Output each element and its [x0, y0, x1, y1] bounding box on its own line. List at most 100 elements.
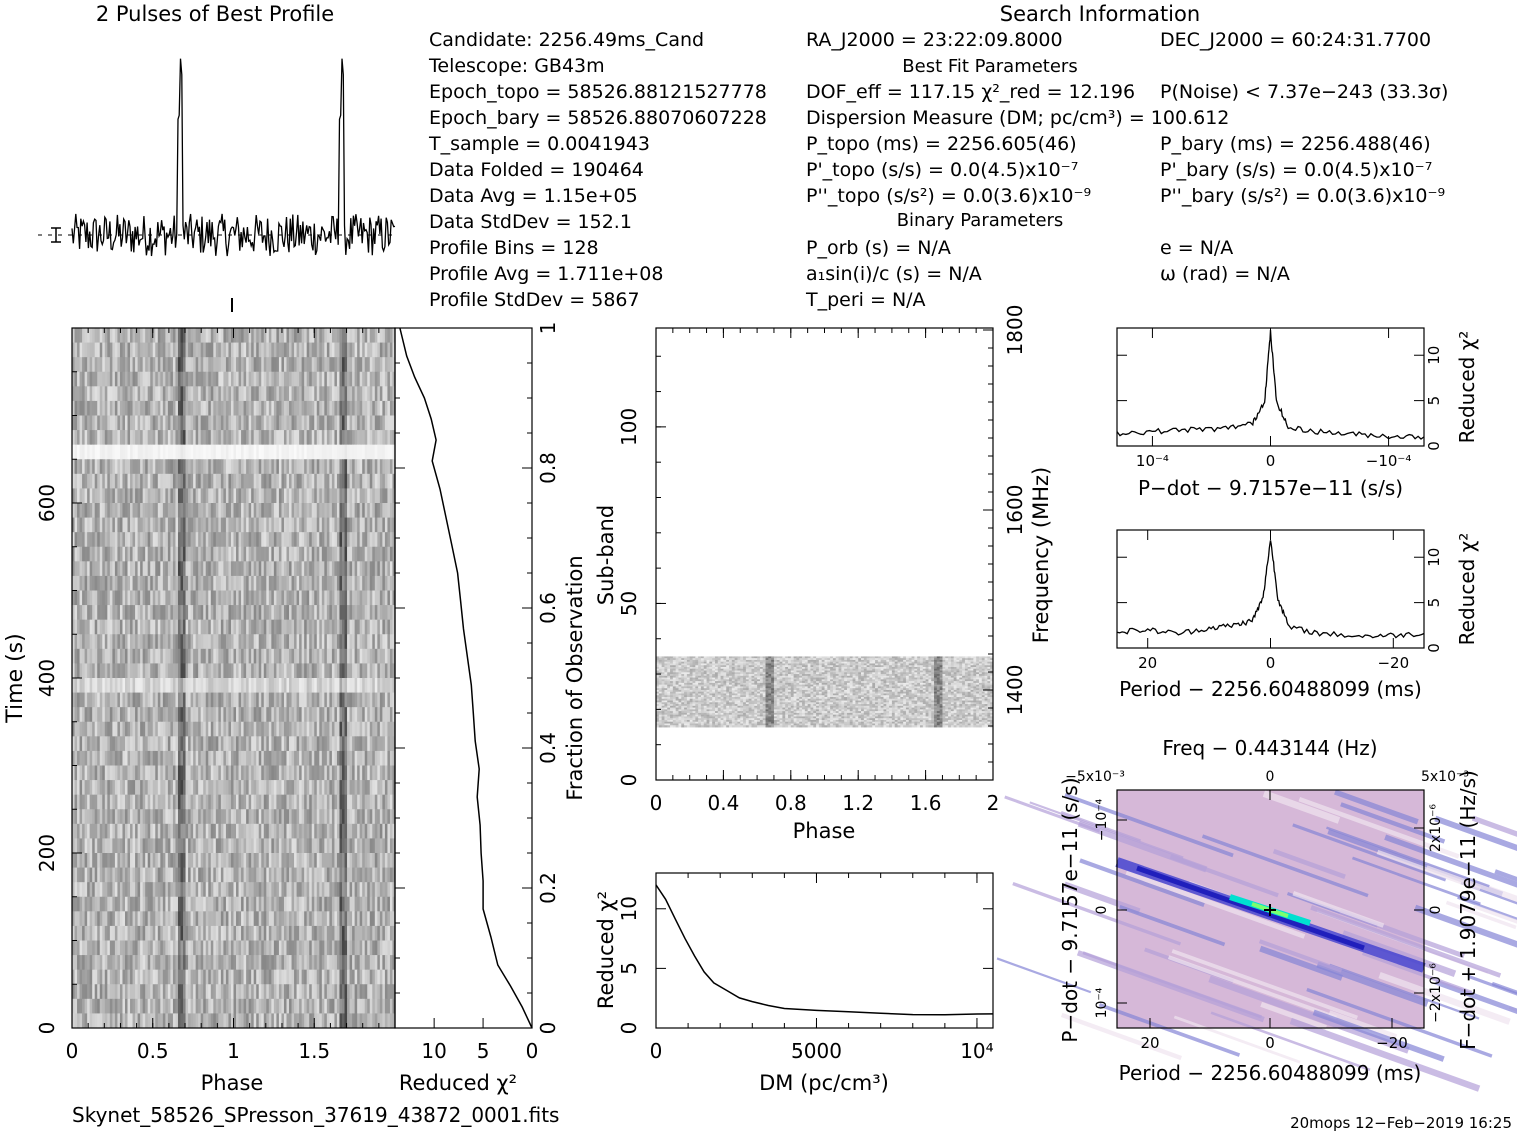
heat-cell — [306, 823, 310, 839]
heat-cell — [296, 357, 300, 373]
heat-cell — [147, 678, 151, 693]
heat-cell — [72, 721, 75, 737]
heat-cell — [183, 430, 186, 446]
heat-cell — [336, 823, 340, 839]
heat-cell — [357, 517, 361, 533]
heat-cell — [389, 678, 393, 693]
heat-cell — [392, 415, 396, 431]
heat-cell — [367, 648, 371, 664]
heat-cell — [223, 415, 227, 431]
heat-cell — [321, 648, 325, 664]
heat-cell — [119, 750, 123, 766]
heat-cell — [117, 415, 121, 431]
heat-cell — [223, 444, 227, 460]
heat-cell — [258, 634, 262, 650]
heat-cell — [200, 503, 204, 518]
heat-cell — [94, 415, 98, 431]
heat-cell — [92, 648, 96, 664]
heat-cell — [127, 853, 131, 868]
heat-cell — [271, 459, 275, 475]
heat-cell — [132, 546, 136, 562]
heat-cell — [369, 780, 373, 796]
heat-cell — [326, 750, 330, 766]
heat-cell — [213, 867, 217, 883]
heat-cell — [147, 488, 151, 504]
info-line: P_bary (ms) = 2256.488(46) — [1160, 133, 1431, 155]
heat-cell — [165, 503, 169, 518]
heat-cell — [92, 546, 96, 562]
heat-cell — [130, 488, 133, 504]
heat-cell — [228, 342, 232, 358]
heat-cell — [354, 371, 358, 387]
heat-cell — [157, 517, 161, 533]
heat-cell — [301, 488, 305, 504]
heat-cell — [281, 488, 285, 504]
heat-cell — [218, 342, 222, 358]
heat-cell — [286, 532, 290, 548]
heat-cell — [384, 678, 388, 693]
heat-cell — [301, 459, 305, 475]
heat-cell — [180, 459, 184, 475]
heat-cell — [382, 605, 386, 621]
heat-cell — [296, 663, 300, 679]
heat-cell — [180, 605, 184, 621]
heat-cell — [142, 517, 146, 533]
heat-cell — [172, 430, 176, 446]
heat-cell — [238, 809, 242, 825]
heat-cell — [185, 736, 189, 752]
heat-cell — [311, 444, 315, 460]
heat-cell — [326, 853, 330, 868]
heat-cell — [314, 532, 318, 548]
heat-cell — [162, 386, 166, 402]
heat-cell — [177, 707, 181, 723]
heat-cell — [213, 853, 217, 868]
heat-cell — [384, 780, 388, 796]
heat-cell — [203, 575, 207, 591]
heat-cell — [352, 619, 356, 635]
heat-cell — [215, 882, 219, 898]
heat-cell — [94, 765, 98, 781]
heat-cell — [319, 736, 323, 752]
heat-cell — [251, 780, 255, 796]
heat-cell — [223, 663, 227, 679]
heat-cell — [281, 619, 285, 635]
heat-cell — [331, 517, 335, 533]
heat-cell — [107, 575, 111, 591]
heat-cell — [243, 692, 247, 708]
heat-cell — [82, 634, 86, 650]
heat-cell — [263, 780, 267, 796]
heat-cell — [137, 707, 141, 723]
heat-cell — [357, 430, 361, 446]
heat-cell — [160, 590, 164, 606]
heat-cell — [301, 444, 305, 460]
heat-cell — [185, 634, 189, 650]
heat-cell — [344, 707, 348, 723]
heat-cell — [114, 503, 118, 518]
heat-cell — [273, 371, 277, 387]
heat-cell — [102, 780, 106, 796]
heat-cell — [157, 882, 161, 898]
heat-cell — [354, 750, 358, 766]
heat-cell — [261, 605, 265, 621]
heat-cell — [347, 809, 350, 825]
heat-cell — [185, 357, 189, 373]
heat-cell — [342, 750, 345, 766]
heat-cell — [152, 634, 156, 650]
heat-cell — [387, 692, 391, 708]
heat-cell — [172, 590, 176, 606]
heat-cell — [84, 328, 88, 343]
heat-cell — [276, 736, 280, 752]
heat-cell — [74, 371, 78, 387]
heat-cell — [172, 503, 176, 518]
heat-cell — [369, 503, 373, 518]
heat-cell — [213, 342, 217, 358]
heat-cell — [137, 678, 141, 693]
heat-cell — [291, 765, 295, 781]
heat-cell — [331, 400, 335, 416]
heat-cell — [142, 575, 146, 591]
heat-cell — [291, 736, 295, 752]
heat-cell — [261, 430, 265, 446]
heat-cell — [377, 488, 381, 504]
heat-cell — [276, 357, 280, 373]
heat-cell — [97, 794, 101, 810]
